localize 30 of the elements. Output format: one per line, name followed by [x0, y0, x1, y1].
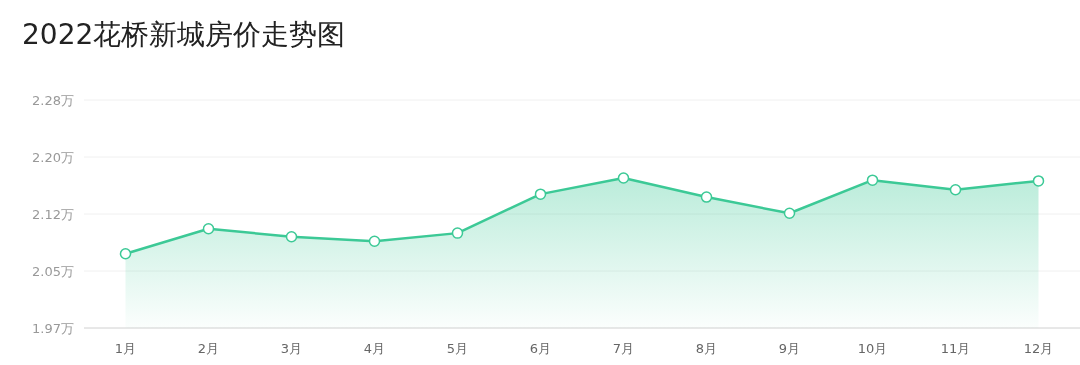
x-tick-label: 10月	[857, 341, 888, 356]
x-tick-label: 9月	[778, 341, 801, 356]
point	[202, 222, 215, 235]
x-tick-label: 2月	[197, 341, 220, 356]
x-tick-label: 1月	[114, 341, 137, 356]
x-tick-label: 3月	[280, 341, 303, 356]
y-tick-label: 1.97万	[32, 321, 74, 336]
point	[368, 235, 381, 247]
x-tick-label: 12月	[1023, 341, 1054, 356]
point	[119, 247, 132, 260]
point	[617, 172, 630, 184]
y-tick-label: 2.20万	[32, 150, 74, 165]
y-tick-label: 2.28万	[32, 93, 74, 108]
point	[1032, 175, 1045, 187]
x-tick-label: 5月	[446, 341, 469, 356]
point	[700, 191, 713, 203]
point	[783, 207, 796, 220]
point	[451, 227, 464, 239]
y-tick-label: 2.12万	[32, 207, 74, 222]
x-tick-label: 7月	[612, 341, 635, 356]
point	[949, 183, 962, 196]
x-tick-label: 6月	[529, 341, 552, 356]
point	[866, 174, 879, 186]
chart-title: 2022花桥新城房价走势图	[22, 18, 346, 51]
point	[285, 231, 298, 243]
point	[534, 188, 547, 200]
x-tick-label: 4月	[363, 341, 386, 356]
y-tick-label: 2.05万	[32, 264, 74, 279]
x-tick-label: 11月	[940, 341, 971, 356]
x-tick-label: 8月	[695, 341, 718, 356]
